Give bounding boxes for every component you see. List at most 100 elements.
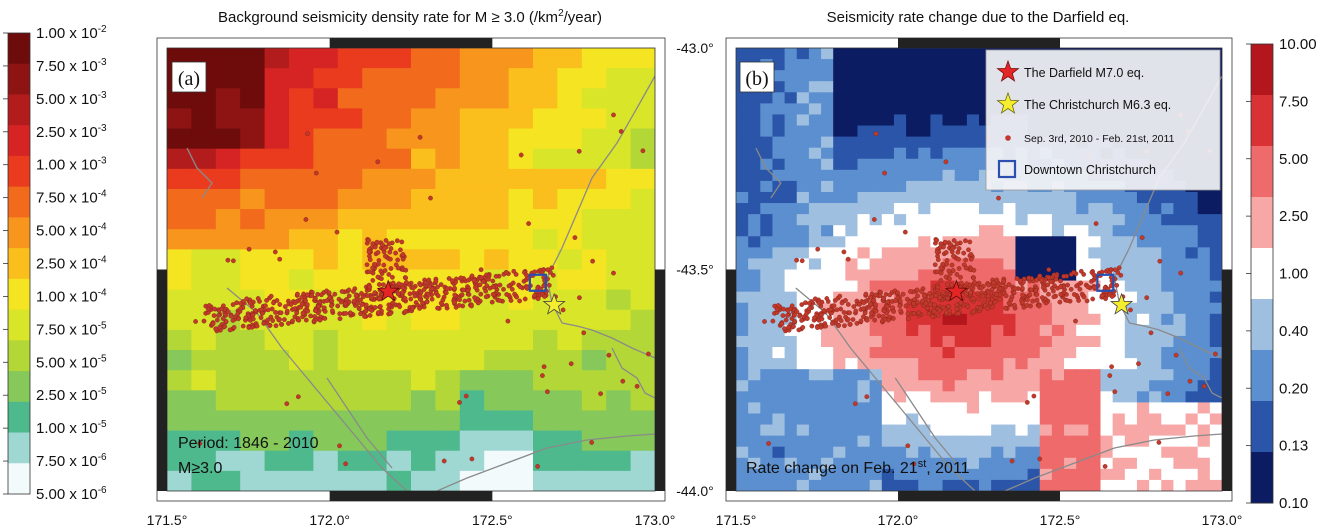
- heatmap-cell: [191, 108, 217, 130]
- heatmap-cell: [893, 324, 907, 337]
- heatmap-cell: [748, 435, 761, 448]
- heatmap-cell: [1003, 468, 1016, 481]
- earthquake-dot: [988, 300, 993, 306]
- coastline-path: [546, 75, 655, 324]
- heatmap-cell: [533, 430, 558, 452]
- heatmap-cell: [240, 390, 266, 411]
- heatmap-cell: [1100, 214, 1114, 226]
- heatmap-cell: [881, 435, 895, 448]
- earthquake-dot: [1036, 303, 1042, 309]
- heatmap-cell: [833, 214, 846, 226]
- earthquake-dot: [930, 314, 936, 319]
- earthquake-dot: [1012, 286, 1018, 291]
- heatmap-cell: [1051, 413, 1065, 426]
- heatmap-cell: [966, 347, 980, 359]
- heatmap-cell: [833, 391, 846, 403]
- earthquake-dot: [837, 293, 843, 299]
- heatmap-cell: [386, 370, 412, 391]
- heatmap-cell: [748, 136, 761, 149]
- heatmap-cell: [979, 136, 992, 149]
- earthquake-dot: [819, 316, 825, 322]
- heatmap-cell: [289, 148, 314, 170]
- heatmap-cell: [581, 450, 607, 472]
- heatmap-cell: [435, 309, 461, 331]
- heatmap-cell: [906, 324, 919, 337]
- heatmap-cell: [1027, 236, 1041, 248]
- earthquake-dot: [295, 291, 300, 297]
- earthquake-dot: [905, 316, 911, 322]
- heatmap-cell: [869, 169, 883, 182]
- heatmap-cell: [857, 158, 871, 171]
- heatmap-cell: [459, 430, 485, 452]
- heatmap-cell: [1173, 214, 1187, 226]
- heatmap-cell: [784, 236, 798, 248]
- heatmap-cell: [906, 313, 919, 326]
- heatmap-cell: [881, 48, 895, 60]
- earthquake-dot: [490, 292, 496, 297]
- heatmap-cell: [796, 59, 810, 71]
- heatmap-cell: [857, 291, 871, 304]
- earthquake-dot: [943, 159, 949, 165]
- heatmap-cell: [954, 70, 968, 82]
- heatmap-cell: [1173, 313, 1187, 326]
- earthquake-dot: [489, 299, 495, 305]
- earthquake-dot: [284, 308, 290, 314]
- heatmap-cell: [581, 309, 607, 331]
- earthquake-dot: [403, 309, 408, 314]
- heatmap-cell: [991, 258, 1004, 270]
- heatmap-cell: [869, 103, 883, 115]
- heatmap-cell: [264, 370, 290, 391]
- heatmap-cell: [606, 168, 632, 190]
- heatmap-cell: [821, 147, 834, 160]
- earthquake-dot: [871, 298, 877, 303]
- heatmap-cell: [736, 369, 749, 381]
- heatmap-cell: [869, 247, 883, 259]
- heatmap-cell: [930, 313, 944, 326]
- earthquake-dot: [968, 290, 973, 295]
- heatmap-cell: [533, 68, 558, 89]
- heatmap-cell: [869, 347, 883, 359]
- heatmap-cell: [459, 209, 485, 230]
- heatmap-cell: [411, 370, 436, 391]
- earthquake-dot: [860, 306, 866, 312]
- heatmap-cell: [1197, 391, 1211, 403]
- earthquake-dot: [355, 301, 361, 306]
- heatmap-cell: [857, 424, 871, 437]
- colorbar-right-label: 0.40: [1279, 323, 1308, 340]
- heatmap-cell: [630, 269, 655, 291]
- heatmap-cell: [833, 457, 846, 470]
- heatmap-cell: [954, 214, 968, 226]
- heatmap-cell: [736, 114, 749, 127]
- heatmap-cell: [508, 390, 534, 411]
- heatmap-cell: [581, 188, 607, 210]
- heatmap-cell: [313, 188, 339, 210]
- heatmap-cell: [796, 203, 810, 215]
- heatmap-cell: [362, 209, 388, 230]
- heatmap-cell: [881, 247, 895, 259]
- heatmap-cell: [979, 446, 992, 459]
- heatmap-cell: [1136, 324, 1150, 337]
- earthquake-dot: [429, 296, 435, 302]
- heatmap-cell: [1209, 446, 1222, 459]
- heatmap-cell: [1185, 369, 1199, 381]
- heatmap-cell: [821, 203, 834, 215]
- heatmap-cell: [1027, 225, 1041, 237]
- heatmap-cell: [508, 168, 534, 190]
- heatmap-cell: [930, 180, 944, 193]
- heatmap-cell: [954, 369, 968, 381]
- earthquake-dot: [404, 280, 409, 285]
- heatmap-cell: [581, 390, 607, 411]
- heatmap-cell: [1076, 435, 1089, 448]
- heatmap-cell: [411, 450, 436, 472]
- heatmap-cell: [760, 158, 773, 171]
- earthquake-dot: [838, 318, 844, 323]
- earthquake-dot: [1012, 302, 1017, 308]
- earthquake-dot: [827, 315, 833, 320]
- heatmap-cell: [845, 335, 858, 348]
- heatmap-cell: [796, 214, 810, 226]
- heatmap-cell: [264, 188, 290, 210]
- heatmap-cell: [240, 168, 266, 190]
- heatmap-cell: [736, 402, 749, 414]
- heatmap-cell: [881, 358, 895, 370]
- earthquake-dot: [386, 302, 392, 308]
